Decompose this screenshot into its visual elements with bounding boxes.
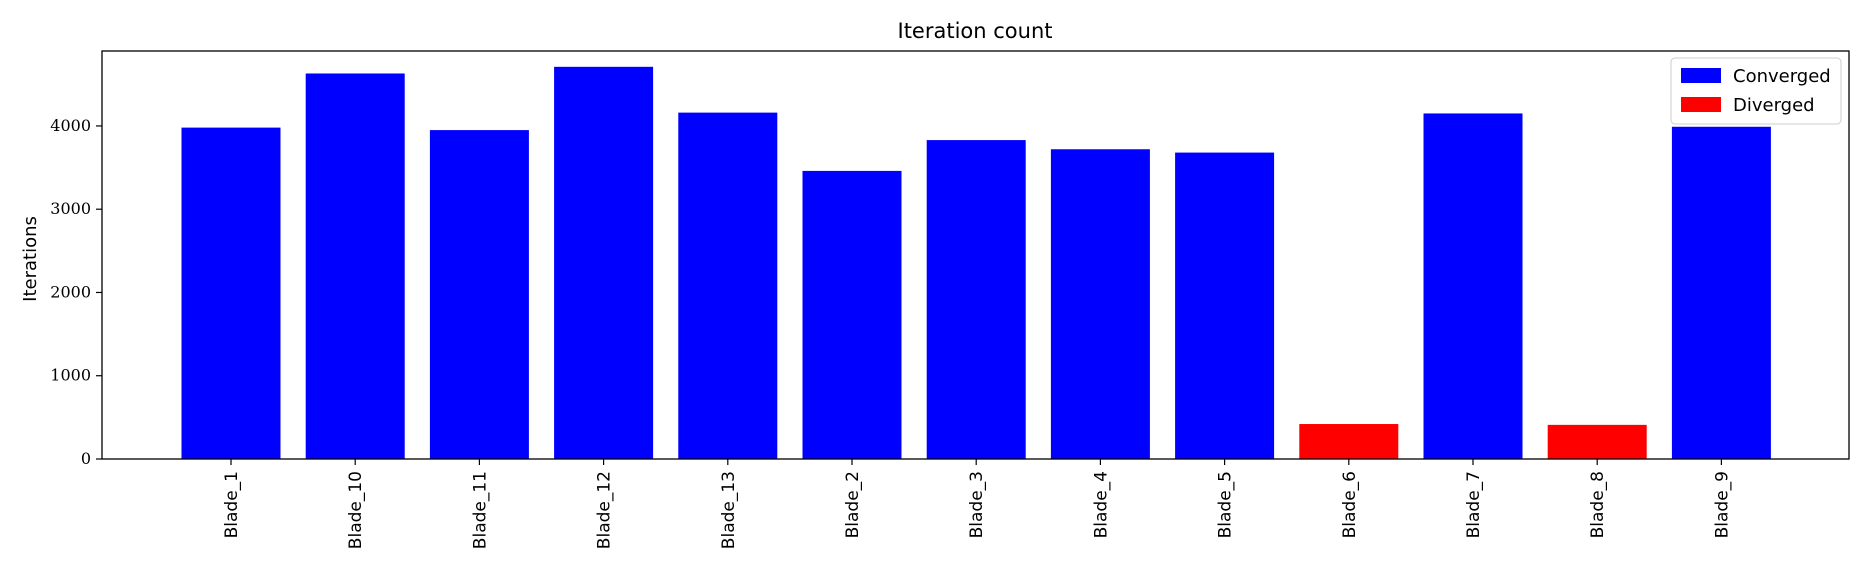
bar-blade-8	[1547, 424, 1647, 459]
bar-blade-10	[305, 73, 405, 460]
x-tick-label: Blade_12	[595, 471, 615, 549]
y-tick-label: 1000	[50, 366, 91, 385]
x-tick-label: Blade_4	[1091, 471, 1111, 538]
legend-swatch-converged	[1681, 68, 1721, 83]
legend-label-diverged: Diverged	[1733, 95, 1815, 116]
bar-blade-1	[181, 127, 281, 460]
bar-blade-2	[802, 170, 902, 459]
x-tick-label: Blade_3	[967, 471, 987, 538]
bar-blade-6	[1299, 424, 1399, 459]
legend: Converged Diverged	[1670, 57, 1842, 125]
x-tick-label: Blade_1	[222, 471, 242, 538]
y-tick-label: 0	[81, 449, 91, 468]
y-tick-label: 4000	[50, 116, 91, 135]
bar-blade-5	[1175, 152, 1275, 459]
x-tick-label: Blade_10	[346, 471, 366, 549]
bars-group	[181, 66, 1771, 460]
x-tick-label: Blade_5	[1216, 471, 1236, 538]
y-tick-label: 3000	[50, 199, 91, 218]
plot-area-frame	[101, 50, 1850, 460]
bar-blade-7	[1423, 113, 1523, 460]
x-tick-label: Blade_13	[719, 471, 739, 549]
bar-blade-13	[678, 112, 778, 459]
chart-title: Iteration count	[898, 19, 1053, 43]
x-tick-label: Blade_6	[1340, 471, 1360, 538]
x-tick-label: Blade_11	[470, 471, 490, 549]
x-tick-label: Blade_9	[1712, 471, 1732, 538]
x-tick-label: Blade_7	[1464, 471, 1484, 538]
y-tick-label: 2000	[50, 282, 91, 301]
bar-blade-11	[429, 130, 529, 459]
x-tick-label: Blade_8	[1588, 471, 1608, 538]
bar-blade-12	[554, 66, 654, 460]
y-axis-ticks: 0 1000 2000 3000 4000	[50, 116, 102, 468]
bar-blade-9	[1671, 126, 1771, 460]
legend-swatch-diverged	[1681, 97, 1721, 112]
bar-blade-3	[926, 140, 1026, 459]
x-axis-ticks: Blade_1 Blade_10 Blade_11 Blade_12 Blade_13 B…	[222, 459, 1732, 549]
y-axis-label: Iterations	[20, 216, 41, 302]
bar-blade-4	[1050, 149, 1150, 460]
legend-label-converged: Converged	[1733, 66, 1831, 87]
x-tick-label: Blade_2	[843, 471, 863, 538]
